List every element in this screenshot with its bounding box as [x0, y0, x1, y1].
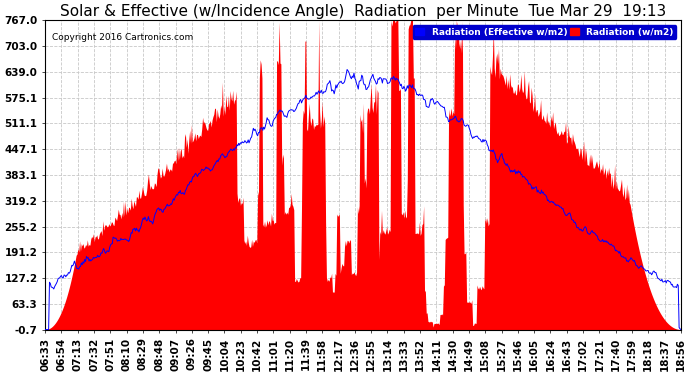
- Legend: Radiation (Effective w/m2), Radiation (w/m2): Radiation (Effective w/m2), Radiation (w…: [413, 25, 676, 39]
- Title: Solar & Effective (w/Incidence Angle)  Radiation  per Minute  Tue Mar 29  19:13: Solar & Effective (w/Incidence Angle) Ra…: [60, 4, 666, 19]
- Text: Copyright 2016 Cartronics.com: Copyright 2016 Cartronics.com: [52, 33, 193, 42]
